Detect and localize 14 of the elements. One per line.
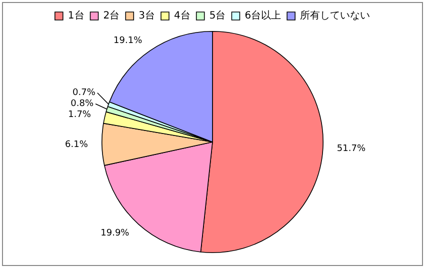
data-label: 51.7% <box>336 144 366 154</box>
data-label: 0.8% <box>70 99 94 110</box>
legend-label: 4台 <box>174 10 190 22</box>
legend-label: 2台 <box>103 10 120 22</box>
legend-label: 5台 <box>209 10 226 22</box>
legend-label: 1台 <box>68 10 84 22</box>
data-label: 6.1% <box>65 140 88 150</box>
data-label: 19.1% <box>114 36 143 46</box>
data-label: 19.9% <box>100 228 130 239</box>
data-label: 0.7% <box>72 88 96 98</box>
data-label: 1.7% <box>68 110 92 120</box>
legend-label: 3台 <box>138 10 156 22</box>
legend-label: 6台以上 <box>244 10 282 22</box>
legend-label: 所有していない <box>300 10 370 22</box>
